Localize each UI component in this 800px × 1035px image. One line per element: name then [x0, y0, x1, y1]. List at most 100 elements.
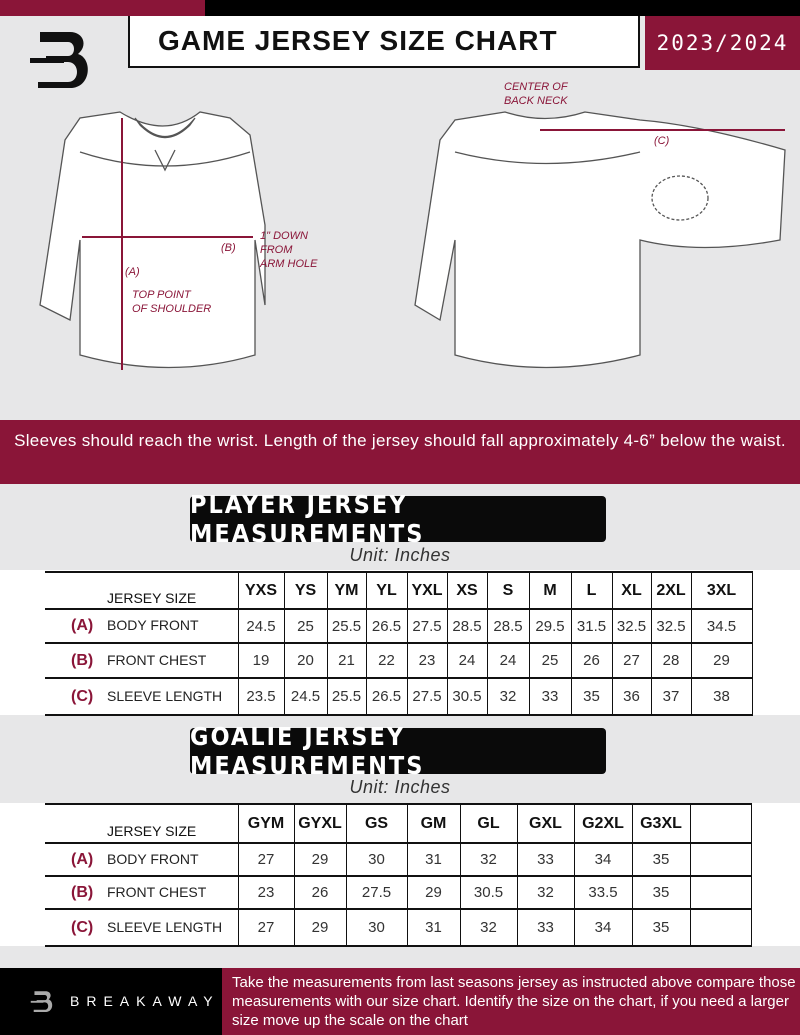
measurement-cell: 34: [573, 908, 633, 947]
row-code: (C): [71, 687, 94, 705]
measurement-cell: 27.5: [345, 875, 408, 910]
measurement-cell: 27: [611, 642, 652, 679]
arm-hole-annotation: 1" DOWN FROM ARM HOLE: [260, 230, 318, 270]
breakaway-logo: [30, 32, 88, 88]
measurement-cell: 28.5: [446, 608, 488, 644]
table-row: (C) SLEEVE LENGTH 27 29 30 31 32 33 34 35: [45, 908, 752, 947]
measurement-cell: 21: [326, 642, 367, 679]
measurement-cell: 30: [345, 842, 408, 877]
measurement-cell: 35: [631, 875, 691, 910]
table-row: (B) FRONT CHEST 19 20 21 22 23 24 24 25 26 27 28 29: [45, 642, 753, 679]
size-header: GXL: [516, 803, 575, 844]
row-label: (A) BODY FRONT: [45, 608, 238, 644]
size-header: XL: [611, 571, 652, 610]
table-row: (C) SLEEVE LENGTH 23.5 24.5 25.5 26.5 27.5 30.5…: [45, 677, 753, 716]
measurement-cell: 24.5: [283, 677, 328, 716]
measurement-cell: 24: [446, 642, 488, 679]
measurement-cell: 20: [283, 642, 328, 679]
label-a: (A): [125, 266, 140, 278]
size-header: L: [570, 571, 613, 610]
size-header: G3XL: [631, 803, 691, 844]
row-label: (C) SLEEVE LENGTH: [45, 677, 238, 716]
measurement-cell: 35: [631, 908, 691, 947]
measurement-cell: 32.5: [611, 608, 652, 644]
measurement-cell: 26: [293, 875, 347, 910]
footer-logo: [30, 991, 53, 1013]
size-header: YS: [283, 571, 328, 610]
row-name: SLEEVE LENGTH: [107, 687, 223, 704]
measurement-cell: 25: [528, 642, 572, 679]
measurement-cell: 32: [459, 842, 518, 877]
goalie-table-band: JERSEY SIZE GYM GYXL GS GM GL GXL G2XL G3XL (A) BO…: [0, 803, 800, 947]
row-label: (B) FRONT CHEST: [45, 642, 238, 679]
measurement-cell: 25.5: [326, 677, 367, 716]
measurement-cell: 27.5: [406, 608, 448, 644]
row-label: (A) BODY FRONT: [45, 842, 238, 877]
size-header: S: [486, 571, 530, 610]
table-row: (A) BODY FRONT 27 29 30 31 32 33 34 35: [45, 842, 752, 877]
measurement-cell: 30: [345, 908, 408, 947]
measurement-cell: 29: [293, 842, 347, 877]
label-c: (C): [654, 135, 670, 147]
measurement-cell: 33: [528, 677, 572, 716]
measurement-cell: 32: [516, 875, 575, 910]
header-row: JERSEY SIZE GYM GYXL GS GM GL GXL G2XL G3XL: [45, 803, 752, 844]
measurement-cell: 19: [237, 642, 285, 679]
footer-brand: BREAKAWAY: [70, 993, 220, 1009]
size-header: GYM: [237, 803, 295, 844]
header-row: JERSEY SIZE YXS YS YM YL YXL XS S M L XL 2XL 3XL: [45, 571, 753, 610]
row-code: (B): [71, 651, 94, 669]
measurement-cell: 32.5: [650, 608, 692, 644]
measurement-cell: 29: [406, 875, 461, 910]
table-row: (B) FRONT CHEST 23 26 27.5 29 30.5 32 33.5 35: [45, 875, 752, 910]
page-title: GAME JERSEY SIZE CHART: [128, 16, 640, 68]
measurement-cell: 31: [406, 842, 461, 877]
size-header: GL: [459, 803, 518, 844]
measurement-cell: 26.5: [365, 608, 408, 644]
size-header: 2XL: [650, 571, 692, 610]
footer-instructions: Take the measurements from last seasons …: [222, 968, 800, 1035]
measurement-cell: 25: [283, 608, 328, 644]
measurement-cell: 24.5: [237, 608, 285, 644]
row-name: FRONT CHEST: [107, 883, 207, 900]
player-size-table: JERSEY SIZE YXS YS YM YL YXL XS S M L XL 2XL 3XL (A) B…: [45, 571, 753, 716]
measurement-cell: 31.5: [570, 608, 613, 644]
measurement-cell: 28.5: [486, 608, 530, 644]
measurement-cell: 27: [237, 842, 295, 877]
label-b: (B): [221, 242, 236, 254]
measurement-cell: 29: [690, 642, 753, 679]
center-back-annotation: CENTER OF BACK NECK: [504, 81, 568, 107]
sleeve-note: Sleeves should reach the wrist. Length o…: [0, 420, 800, 484]
measurement-cell: 35: [631, 842, 691, 877]
measurement-cell: 35: [570, 677, 613, 716]
measurement-cell: 31: [406, 908, 461, 947]
row-code: (C): [71, 918, 94, 936]
size-header: GM: [406, 803, 461, 844]
measurement-cell: 32: [459, 908, 518, 947]
measurement-cell: 25.5: [326, 608, 367, 644]
measurement-cell: 28: [650, 642, 692, 679]
size-header: GYXL: [293, 803, 347, 844]
measurement-cell: 37: [650, 677, 692, 716]
measurement-cell: 22: [365, 642, 408, 679]
measurement-cell: 23: [406, 642, 448, 679]
size-header: [689, 803, 752, 844]
row-label: (B) FRONT CHEST: [45, 875, 238, 910]
measurement-cell: [689, 908, 752, 947]
goalie-unit: Unit: Inches: [349, 777, 451, 797]
size-header: YL: [365, 571, 408, 610]
row-code: (A): [71, 850, 94, 868]
measurement-cell: 29: [293, 908, 347, 947]
season-badge: 2023/2024: [645, 16, 800, 70]
measurement-cell: 34.5: [690, 608, 753, 644]
size-header: YM: [326, 571, 367, 610]
row-code: (B): [71, 883, 94, 901]
measurement-cell: 27: [237, 908, 295, 947]
measurement-cell: [689, 842, 752, 877]
jersey-size-label: JERSEY SIZE: [45, 803, 238, 844]
measurement-cell: 33.5: [573, 875, 633, 910]
goalie-title: GOALIE JERSEY MEASUREMENTS: [190, 722, 606, 780]
row-code: (A): [71, 617, 94, 634]
jersey-diagram: [39, 111, 786, 370]
goalie-size-table: JERSEY SIZE GYM GYXL GS GM GL GXL G2XL G3XL (A) BO…: [45, 803, 752, 947]
